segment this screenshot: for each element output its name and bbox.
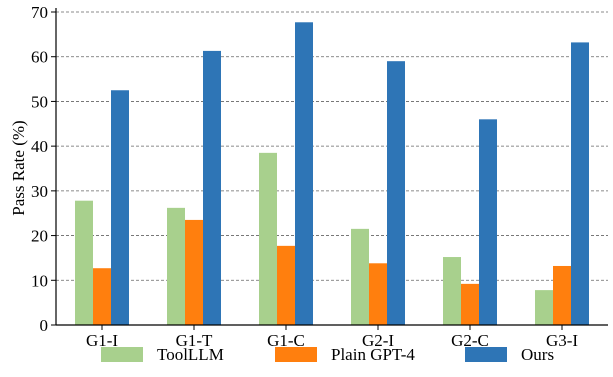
x-tick-label: G2-I [362,331,394,350]
x-tick-label: G3-I [546,331,578,350]
y-tick-label: 40 [31,137,48,156]
bar-g1-c-toolllm [259,152,277,325]
bar-g1-i-toolllm [75,200,93,325]
axes [55,8,608,326]
bar-g2-c-plain-gpt-4 [461,283,479,325]
y-tick-label: 60 [31,48,48,67]
bar-g1-i-plain-gpt-4 [93,268,111,325]
x-tick-labels: G1-I G1-T G1-C G2-I G2-C G3-I [86,325,578,350]
y-axis-label: Pass Rate (%) [9,120,28,215]
bar-g2-i-toolllm [351,228,369,325]
legend-label: Ours [521,345,554,364]
legend-swatch [465,347,507,362]
y-tick-label: 10 [31,271,48,290]
bar-g1-c-plain-gpt-4 [277,245,295,325]
bar-g2-i-plain-gpt-4 [369,263,387,325]
bar-g1-t-toolllm [167,207,185,325]
x-tick-label: G1-T [176,331,213,350]
x-tick-label: G2-C [451,331,489,350]
legend-swatch [101,347,143,362]
y-tick-label: 70 [31,3,48,22]
y-tick-label: 30 [31,182,48,201]
bar-g3-i-toolllm [535,290,553,325]
bar-g3-i-ours [571,42,589,326]
x-tick-label: G1-C [267,331,305,350]
legend-swatch [275,347,317,362]
bar-g2-i-ours [387,61,405,325]
y-tick-label: 50 [31,92,48,111]
bar-g1-t-plain-gpt-4 [185,219,203,325]
y-tick-label: 0 [40,316,49,335]
legend: ToolLLM Plain GPT-4 Ours [101,345,554,364]
y-tick-label: 20 [31,227,48,246]
bar-g2-c-toolllm [443,257,461,325]
gridlines [56,11,608,281]
bars [75,22,589,326]
bar-g1-t-ours [203,50,221,325]
bar-g1-i-ours [111,90,129,325]
bar-g1-c-ours [295,22,313,325]
y-tick-labels: 0 10 20 30 40 50 60 70 [31,3,56,335]
bar-g2-c-ours [479,119,497,325]
bar-g3-i-plain-gpt-4 [553,265,571,325]
legend-label: ToolLLM [157,345,224,364]
x-tick-label: G1-I [86,331,118,350]
legend-label: Plain GPT-4 [331,345,415,364]
